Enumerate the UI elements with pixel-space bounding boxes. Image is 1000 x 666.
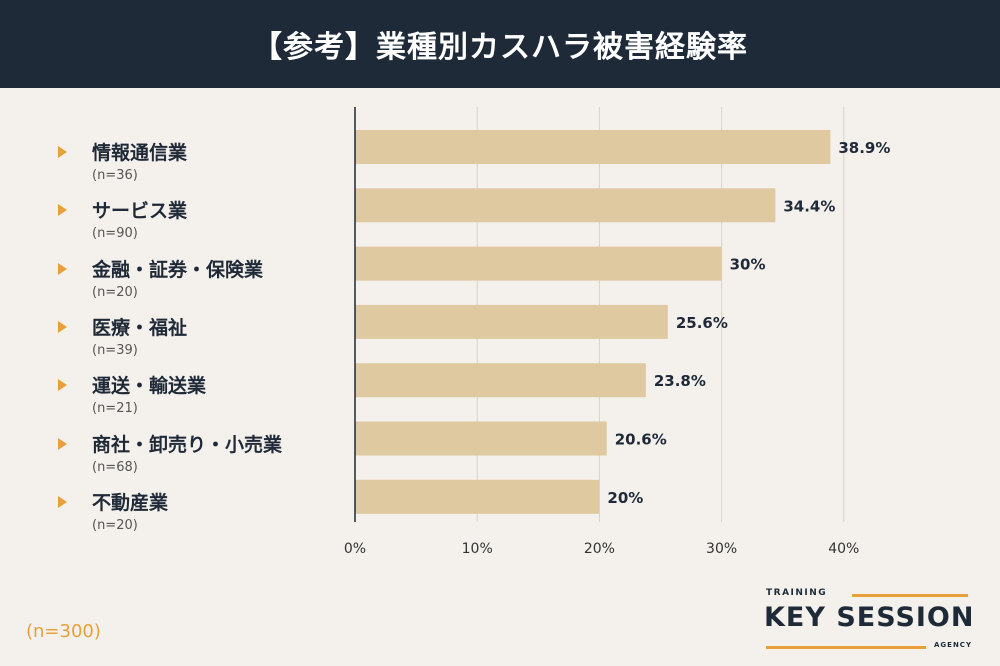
logo-agency-text: AGENCY [934,641,973,649]
bullet-triangle-icon [58,320,67,333]
logo-top-line [852,594,968,597]
category-name: サービス業 [92,200,188,223]
category-name: 医療・福祉 [92,316,188,339]
category-sample-size: (n=20) [92,284,138,300]
category-sample-size: (n=36) [92,168,138,183]
x-tick-label: 10% [462,541,493,557]
total-sample-note: (n=300) [26,621,101,642]
x-tick-label: 0% [344,541,366,557]
logo-bottom-line [766,646,926,649]
category-sample-size: (n=39) [92,342,138,358]
bullet-triangle-icon [58,437,67,450]
bullet-triangle-icon [58,379,67,392]
bullet-triangle-icon [58,204,67,217]
x-tick-label: 40% [828,541,859,557]
category-sample-size: (n=20) [92,517,138,533]
title-bar: 【参考】業種別カスハラ被害経験率 [0,0,1000,88]
category-name: 運送・輸送業 [92,375,207,398]
bar-value-label: 38.9% [838,139,890,157]
bullet-triangle-icon [58,495,67,508]
category-name: 金融・証券・保険業 [92,258,264,281]
bar-value-label: 20% [607,489,643,507]
category-name: 不動産業 [92,491,169,514]
logo-brand-text: KEY SESSION [764,602,975,633]
x-tick-label: 20% [584,541,615,557]
bar-value-label: 30% [730,256,766,274]
bar [355,479,600,514]
bar-value-label: 23.8% [654,372,706,390]
category-sample-size: (n=90) [92,226,138,242]
x-tick-label: 30% [706,541,737,557]
category-sample-size: (n=21) [92,401,138,417]
bar-value-label: 25.6% [676,314,728,332]
bar [355,188,776,223]
key-session-logo: TRAINING KEY SESSION AGENCY [762,588,975,650]
logo-training-text: TRAINING [766,588,828,598]
bullet-triangle-icon [58,146,67,158]
bar [355,130,831,164]
category-name: 情報通信業 [92,142,188,164]
bullet-triangle-icon [58,262,67,275]
bar [355,304,668,339]
chart-title: 【参考】業種別カスハラ被害経験率 [252,30,748,65]
category-name: 商社・卸売り・小売業 [92,433,283,456]
bar-value-label: 34.4% [783,197,835,215]
bar [355,246,722,281]
bar [355,363,646,398]
bar-value-label: 20.6% [615,431,667,449]
category-sample-size: (n=68) [92,459,138,475]
bar [355,421,607,456]
